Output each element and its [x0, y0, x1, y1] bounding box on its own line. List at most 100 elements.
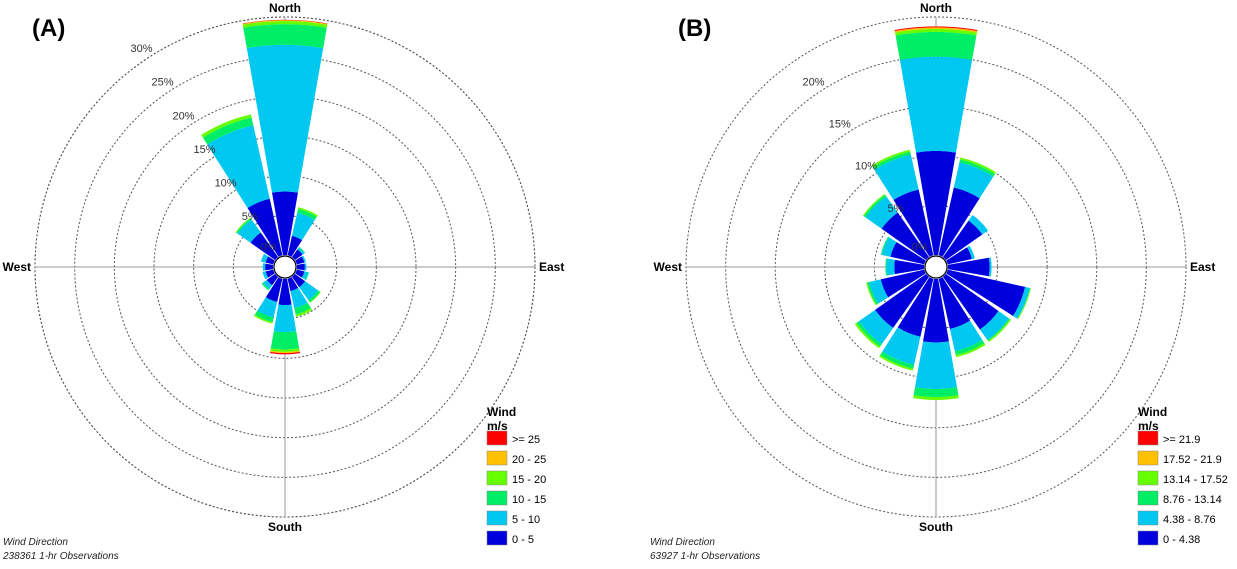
compass-east-label: East — [539, 260, 564, 274]
legend-swatch — [486, 530, 508, 546]
petal-ese-bin-0 — [295, 269, 305, 278]
petal-sw-bin-1 — [858, 309, 894, 345]
petal-wnw-bin-1 — [881, 237, 897, 257]
petal-ssw-bin-1 — [257, 297, 278, 318]
legend-entry-label: >= 21.9 — [1163, 434, 1200, 446]
footer-line-2: 238361 1-hr Observations — [2, 551, 119, 562]
petal-w-bin-1 — [262, 263, 266, 271]
petal-nw-bin-1 — [865, 196, 898, 229]
petal-sw-bin-3 — [854, 322, 881, 349]
legend-entry-label: 17.52 - 21.9 — [1163, 454, 1222, 466]
petal-n-bin-2 — [895, 31, 977, 60]
compass-west-label: West — [3, 260, 31, 274]
petal-s-bin-4 — [270, 350, 300, 354]
petal-s-bin-3 — [913, 395, 959, 400]
legend-swatch — [486, 430, 508, 446]
petal-nnw-bin-3 — [871, 149, 911, 168]
petal-sw-bin-2 — [261, 282, 270, 291]
legend-entry-label: 20 - 25 — [512, 454, 546, 466]
petal-wsw-bin-3 — [866, 282, 877, 306]
petal-sse-bin-0 — [938, 277, 971, 330]
petal-ne-bin-1 — [297, 247, 305, 255]
petal-s-bin-5 — [269, 351, 301, 355]
petal-se-bin-2 — [987, 318, 1010, 341]
radial-tick-label: 15% — [829, 119, 851, 131]
legend-swatch — [1137, 450, 1159, 466]
legend-swatch — [486, 470, 508, 486]
legend-swatch — [1137, 470, 1159, 486]
petal-wnw-bin-1 — [260, 253, 269, 263]
petal-ese-bin-3 — [1017, 288, 1031, 320]
legend-swatch — [1137, 530, 1159, 546]
petal-e-bin-1 — [988, 257, 992, 277]
radial-tick-label: 20% — [803, 77, 825, 89]
petal-wnw-bin-2 — [880, 236, 890, 255]
legend-entry-label: 15 - 20 — [512, 474, 546, 486]
petal-w-bin-0 — [894, 259, 925, 275]
petal-nne-bin-3 — [298, 207, 318, 217]
wind-rose-panel-a: 0% 5% 10% 15% 20% 25% 30% North South West East (A)… — [2, 1, 564, 562]
radial-tick-label: 20% — [173, 110, 195, 122]
petal-wnw-bin-0 — [890, 241, 926, 265]
petal-ene-bin-0 — [946, 247, 972, 265]
petal-w-bin-2 — [885, 258, 888, 276]
legend-swatch — [1137, 510, 1159, 526]
petal-sw-bin-2 — [856, 321, 882, 347]
legend-swatch — [486, 510, 508, 526]
petal-nw-bin-1 — [237, 219, 261, 243]
petal-ssw-bin-0 — [897, 277, 934, 337]
petal-nw-bin-0 — [250, 232, 279, 261]
petal-e-bin-0 — [296, 263, 305, 271]
petal-nne-bin-3 — [960, 157, 997, 174]
compass-south-label: South — [268, 520, 302, 534]
petal-n-bin-1 — [246, 44, 324, 193]
center-calm-circle — [924, 255, 948, 279]
legend-entry-label: 0 - 4.38 — [1163, 534, 1200, 546]
legend-swatch — [486, 490, 508, 506]
legend-entry-label: 5 - 10 — [512, 514, 540, 526]
petal-ssw-bin-2 — [880, 351, 915, 369]
petal-nw-bin-2 — [236, 218, 252, 234]
legend-swatch — [1137, 490, 1159, 506]
petal-ne-bin-0 — [291, 249, 303, 261]
petal-se-bin-2 — [308, 290, 321, 303]
petal-nnw-bin-3 — [201, 114, 252, 138]
petal-sse-bin-0 — [287, 277, 299, 292]
petal-wnw-bin-0 — [265, 256, 275, 265]
petal-nnw-bin-2 — [202, 117, 254, 145]
petal-se-bin-3 — [987, 318, 1012, 343]
petal-se-bin-0 — [942, 273, 999, 330]
petal-s-bin-1 — [273, 304, 297, 333]
petal-nne-bin-1 — [953, 162, 994, 199]
petal-n-bin-4 — [242, 20, 328, 25]
petal-n-bin-1 — [899, 56, 973, 153]
petal-ne-bin-0 — [942, 220, 983, 261]
petal-nne-bin-1 — [291, 212, 315, 241]
petal-n-bin-5 — [242, 19, 328, 24]
radial-tick-label: 30% — [130, 43, 152, 55]
petal-wsw-bin-0 — [265, 269, 275, 278]
legend-entry-label: 10 - 15 — [512, 494, 546, 506]
petal-sse-bin-2 — [294, 302, 311, 315]
petal-nnw-bin-0 — [247, 198, 283, 257]
petal-sse-bin-3 — [295, 307, 313, 317]
petal-wsw-bin-1 — [869, 279, 889, 304]
petal-n-bin-3 — [895, 28, 977, 36]
petal-nne-bin-0 — [938, 187, 980, 257]
petal-ese-bin-2 — [305, 272, 310, 281]
petal-s-bin-1 — [915, 341, 957, 390]
petal-wsw-bin-0 — [880, 269, 926, 298]
footer-line-1: Wind Direction — [3, 537, 68, 548]
petal-wsw-bin-1 — [262, 271, 269, 280]
legend-swatch — [486, 450, 508, 466]
petal-ese-bin-0 — [946, 269, 1026, 316]
petal-nw-bin-0 — [881, 212, 930, 261]
petal-nnw-bin-1 — [207, 125, 270, 208]
radial-tick-label: 0% — [912, 241, 928, 253]
radial-tick-label: 5% — [242, 211, 258, 223]
petal-nne-bin-0 — [287, 235, 303, 257]
legend-entry-label: 13.14 - 17.52 — [1163, 474, 1228, 486]
petal-ene-bin-1 — [301, 255, 307, 263]
petal-sse-bin-2 — [954, 339, 985, 356]
